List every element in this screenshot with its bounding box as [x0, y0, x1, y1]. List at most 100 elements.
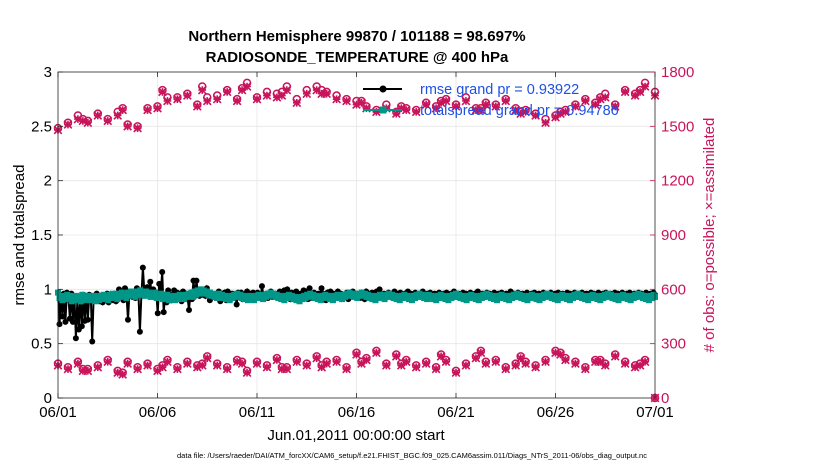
totalspread-point [212, 291, 219, 298]
totalspread-point [106, 291, 113, 298]
totalspread-point [408, 297, 415, 304]
obs-assimilated-point-low [352, 350, 361, 359]
totalspread-point [404, 292, 411, 299]
totalspread-point [117, 293, 124, 300]
obs-assimilated-point [78, 116, 88, 126]
totalspread-point [428, 292, 435, 299]
totalspread-point [501, 292, 508, 299]
x-tick-label: 06/06 [139, 404, 177, 421]
totalspread-point [193, 291, 200, 298]
totalspread-point [291, 293, 298, 300]
totalspread-point [196, 290, 203, 297]
obs-assimilated-point [332, 94, 341, 104]
legend-label-totalspread: totalspread grand pr = 0.94786 [420, 103, 619, 119]
totalspread-point [188, 289, 195, 296]
obs-assimilated-point [212, 94, 222, 104]
obs-assimilated-point-low [262, 362, 272, 372]
totalspread-point [644, 293, 651, 300]
obs-assimilated-point [401, 105, 411, 115]
obs-assimilated-point-low [372, 348, 381, 358]
totalspread-point [380, 292, 387, 299]
obs-assimilated-point-low [118, 370, 128, 379]
totalspread-point [77, 298, 84, 305]
totalspread-point [258, 292, 265, 299]
totalspread-point [539, 295, 546, 302]
totalspread-point [375, 295, 382, 302]
totalspread-point [317, 297, 324, 304]
obs-assimilated-point-low [571, 359, 580, 368]
totalspread-point [478, 295, 485, 302]
totalspread-point [270, 290, 277, 297]
totalspread-point [577, 291, 584, 298]
totalspread-point [146, 289, 153, 296]
totalspread-point [395, 293, 402, 300]
totalspread-point [187, 292, 194, 299]
totalspread-point [316, 293, 323, 300]
obs-assimilated-point-low [133, 364, 142, 374]
totalspread-point [573, 293, 580, 300]
totalspread-point [67, 292, 74, 299]
totalspread-point [592, 292, 599, 299]
totalspread-point [181, 296, 188, 303]
obs-assimilated-point-low [197, 361, 207, 370]
totalspread-point [431, 293, 438, 300]
obs-assimilated-point-low [78, 366, 88, 376]
obs-assimilated-point [237, 85, 247, 95]
totalspread-point [641, 292, 648, 299]
y-axis-left: 0 0.5 1 1.5 2 2.5 3 [31, 64, 63, 407]
series-layer [53, 78, 660, 403]
y-tick-label: 2 [44, 173, 52, 190]
obs-assimilated-point-low [123, 359, 133, 368]
totalspread-point [320, 295, 327, 302]
totalspread-point [626, 293, 633, 300]
totalspread-point [512, 293, 519, 300]
totalspread-point [329, 297, 336, 304]
totalspread-point [190, 293, 197, 300]
totalspread-point [580, 292, 587, 299]
obs-assimilated-point [595, 94, 605, 104]
obs-assimilated-point [262, 91, 272, 100]
totalspread-point [372, 297, 379, 304]
legend-marker-rmse [379, 85, 387, 93]
totalspread-point [91, 292, 98, 299]
obs-assimilated-point [600, 92, 610, 102]
obs-assimilated-point [202, 96, 212, 106]
totalspread-point [524, 297, 531, 304]
totalspread-point [296, 298, 303, 305]
obs-assimilated-point [173, 94, 182, 104]
totalspread-point [153, 295, 160, 302]
obs-assimilated-point-low [501, 364, 511, 374]
totalspread-point [109, 290, 116, 297]
totalspread-point [80, 297, 87, 304]
totalspread-point [585, 297, 592, 304]
rmse-point [78, 323, 85, 330]
totalspread-point [462, 293, 469, 300]
totalspread-point [206, 289, 213, 296]
totalspread-point [603, 293, 610, 300]
obs-assimilated-point-low [556, 350, 565, 359]
totalspread-point [99, 296, 106, 303]
obs-assimilated-point-low [158, 362, 167, 372]
totalspread-point [184, 293, 191, 300]
totalspread-point [79, 291, 86, 298]
obs-assimilated-point [396, 103, 406, 113]
obs-assimilated-point [541, 118, 550, 128]
x-tick-label: 06/16 [338, 404, 376, 421]
totalspread-point [349, 290, 356, 297]
totalspread-point [121, 290, 128, 297]
obs-assimilated-point [476, 105, 486, 115]
totalspread-point [92, 298, 99, 305]
obs-assimilated-point [610, 102, 620, 111]
totalspread-point [214, 295, 221, 302]
totalspread-point [158, 290, 165, 297]
obs-assimilated-point-low [153, 366, 162, 376]
totalspread-point [475, 297, 482, 304]
obs-assimilated-point-low [277, 364, 287, 374]
totalspread-point [445, 297, 452, 304]
totalspread-point [595, 293, 602, 300]
totalspread-point [459, 292, 466, 299]
totalspread-point [156, 293, 163, 300]
obs-assimilated-point-low [212, 361, 222, 370]
totalspread-point [137, 287, 144, 294]
obs-assimilated-point-low [541, 357, 550, 367]
